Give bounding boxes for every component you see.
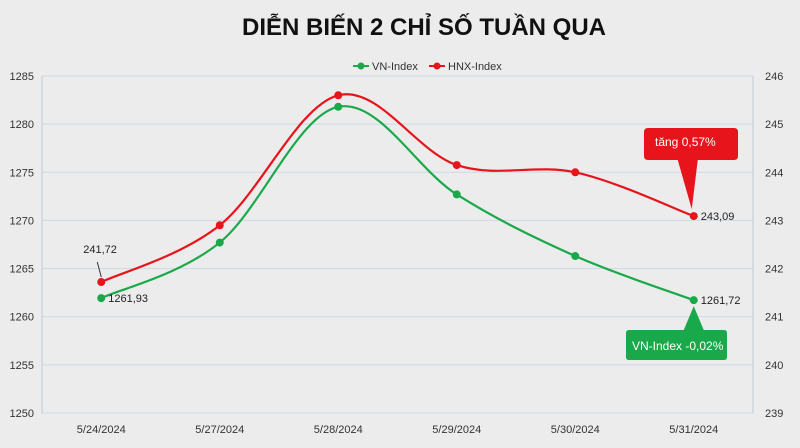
y-right-tick-label: 245	[765, 119, 783, 131]
y-left-tick-label: 1275	[10, 167, 34, 179]
x-tick-label: 5/27/2024	[195, 424, 244, 436]
data-point	[97, 294, 106, 303]
x-tick-label: 5/29/2024	[432, 424, 481, 436]
data-point	[452, 161, 461, 170]
y-right-tick-label: 240	[765, 360, 783, 372]
data-point	[334, 91, 343, 100]
x-tick-label: 5/24/2024	[77, 424, 126, 436]
y-left-tick-label: 1270	[10, 215, 34, 227]
series-lines	[100, 93, 695, 302]
y-axis-right: 239 240 241 242 243 244 245 246	[765, 71, 783, 420]
data-point	[452, 190, 461, 199]
leader-line	[96, 261, 102, 278]
legend-marker	[433, 62, 441, 70]
legend-label: HNX-Index	[448, 61, 502, 73]
x-tick-label: 5/30/2024	[551, 424, 600, 436]
data-label: 1261,72	[701, 295, 741, 307]
x-tick-label: 5/31/2024	[669, 424, 718, 436]
data-point	[689, 296, 698, 305]
callout-shape	[626, 306, 727, 360]
y-left-tick-label: 1255	[10, 360, 34, 372]
data-point	[571, 168, 580, 177]
y-left-tick-label: 1250	[10, 408, 34, 420]
callout-label: VN-Index -0,02%	[632, 339, 724, 353]
y-right-tick-label: 239	[765, 408, 783, 420]
callout-label: tăng 0,57%	[655, 135, 716, 149]
y-right-tick-label: 244	[765, 167, 783, 179]
legend-marker	[357, 62, 365, 70]
data-point	[97, 278, 106, 287]
y-right-tick-label: 241	[765, 312, 783, 324]
series-line-vn-index	[100, 105, 695, 302]
data-point	[571, 252, 580, 261]
x-axis: 5/24/2024 5/27/2024 5/28/2024 5/29/2024 5/30…	[77, 424, 718, 436]
y-left-tick-label: 1260	[10, 312, 34, 324]
chart-title: DIỄN BIẾN 2 CHỈ SỐ TUẦN QUA	[242, 12, 606, 41]
data-label: 241,72	[83, 244, 117, 256]
callout-shape	[644, 128, 738, 210]
y-axis-left: 1250 1255 1260 1265 1270 1275 1280 1285	[10, 71, 34, 420]
legend: VN-Index HNX-Index	[353, 61, 502, 73]
data-point	[215, 221, 224, 230]
y-right-tick-label: 243	[765, 215, 783, 227]
gridlines	[41, 75, 754, 414]
y-left-tick-label: 1285	[10, 71, 34, 83]
y-left-tick-label: 1265	[10, 264, 34, 276]
data-point	[215, 238, 224, 247]
data-point	[689, 212, 698, 221]
data-label: 243,09	[701, 211, 735, 223]
data-label: 1261,93	[108, 293, 148, 305]
y-right-tick-label: 246	[765, 71, 783, 83]
y-left-tick-label: 1280	[10, 119, 34, 131]
series-line-hnx-index	[100, 93, 695, 284]
data-labels: 1261,93 1261,72 241,72 243,09	[83, 211, 740, 307]
legend-label: VN-Index	[372, 61, 418, 73]
data-point	[334, 102, 343, 111]
y-right-tick-label: 242	[765, 264, 783, 276]
callouts: tăng 0,57% VN-Index -0,02%	[626, 128, 738, 360]
x-tick-label: 5/28/2024	[314, 424, 363, 436]
series-points	[97, 91, 698, 305]
